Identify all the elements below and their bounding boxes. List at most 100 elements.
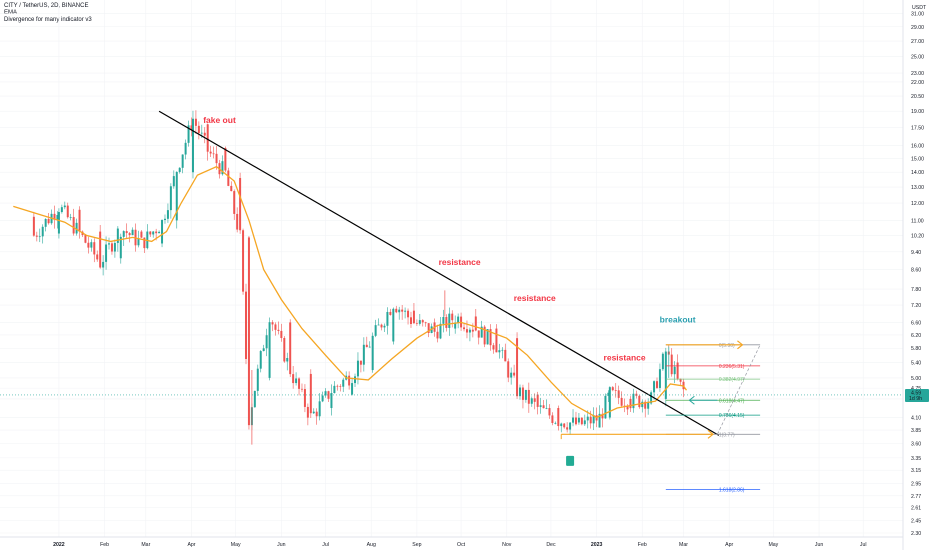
time-tick-label: Sep: [412, 542, 421, 548]
candle-body: [84, 234, 87, 243]
fib-retracement[interactable]: 0(5.90) 0.236(5.31) 0.382(4.97) 0.618(4.47)…: [665, 343, 761, 494]
price-tick-label: 13.00: [911, 185, 924, 191]
candles: [32, 110, 685, 445]
candle-body: [333, 385, 336, 394]
price-tick-label: 17.50: [911, 126, 924, 132]
candle-body: [401, 309, 404, 312]
time-tick-label: Mar: [679, 542, 688, 548]
candle-body: [203, 132, 206, 136]
price-tick-label: 7.20: [911, 303, 921, 309]
candle-body: [336, 385, 339, 387]
price-tick-label: 2.45: [911, 518, 921, 524]
candle-body: [380, 324, 383, 328]
candle-body: [574, 417, 577, 425]
candle-body: [63, 205, 66, 208]
candle-body: [155, 231, 158, 234]
ema-indicator-label[interactable]: EMA: [4, 10, 18, 16]
time-tick-label: Apr: [725, 542, 733, 548]
annotations: fake out resistance resistance resistance br…: [203, 115, 696, 363]
time-tick-label: Apr: [187, 542, 195, 548]
candle-body: [245, 291, 248, 359]
candle-body: [277, 329, 280, 331]
upper-target-arrow-head: [737, 340, 744, 350]
price-tick-label: 27.00: [911, 39, 924, 45]
price-tick-label: 22.00: [911, 80, 924, 86]
time-tick-label: Oct: [457, 542, 466, 548]
candle-body: [451, 313, 454, 321]
candle-body: [501, 349, 504, 351]
candle-body: [149, 231, 152, 235]
price-tick-label: 6.60: [911, 320, 921, 326]
candle-body: [471, 329, 474, 332]
price-tick-label: 12.00: [911, 201, 924, 207]
candle-body: [510, 372, 513, 378]
candle-body: [566, 427, 569, 430]
candle-body: [577, 417, 580, 423]
candle-body: [650, 392, 653, 404]
candle-body: [362, 344, 365, 365]
candle-body: [572, 417, 575, 423]
trendline-group: [158, 110, 720, 436]
candle-body: [427, 323, 430, 333]
last-price-badge: [905, 388, 929, 402]
time-tick-label: Jun: [277, 542, 285, 548]
candle-body: [533, 398, 536, 402]
candle-body: [233, 191, 236, 214]
candle-body: [436, 331, 439, 339]
candle-body: [445, 316, 448, 328]
candle-body: [315, 411, 318, 417]
chart-annotation: resistance: [514, 293, 556, 303]
candle-body: [670, 354, 673, 375]
candle-body: [339, 386, 342, 387]
candle-body: [359, 360, 362, 365]
candle-body: [661, 353, 664, 370]
chart-annotation: resistance: [439, 257, 481, 267]
candle-body: [392, 308, 395, 342]
candle-body: [404, 310, 407, 312]
time-tick-label: Jun: [815, 542, 823, 548]
price-tick-label: 2.77: [911, 494, 921, 500]
price-tick-label: 9.40: [911, 250, 921, 256]
candle-body: [386, 311, 389, 326]
candle-body: [116, 228, 119, 243]
price-tick-label: 6.20: [911, 333, 921, 339]
candle-body: [69, 217, 72, 218]
candle-body: [178, 167, 181, 172]
divergence-indicator-label[interactable]: Divergence for many indicator v3: [4, 17, 92, 23]
candle-body: [262, 348, 265, 352]
candle-body: [489, 329, 492, 346]
candle-body: [492, 345, 495, 350]
candle-body: [175, 171, 178, 221]
time-axis[interactable]: 2022 Feb Mar Apr May Jun Jul Aug Sep Oct Nov Dec 202…: [0, 536, 903, 548]
candle-body: [224, 148, 227, 171]
price-tick-label: 5.40: [911, 361, 921, 367]
candle-body: [268, 322, 271, 378]
candle-body: [128, 233, 131, 236]
candle-body: [200, 132, 203, 134]
candle-body: [306, 406, 309, 418]
candle-body: [354, 376, 357, 384]
price-tick-label: 3.35: [911, 456, 921, 462]
symbol-title[interactable]: CITY / TetherUS, 2D, BINANCE: [4, 3, 89, 9]
candle-body: [569, 422, 572, 430]
candle-body: [102, 261, 105, 268]
candle-body: [620, 397, 623, 406]
candle-body: [647, 401, 650, 409]
candle-body: [253, 390, 256, 408]
descending-trendline: [158, 110, 720, 436]
candle-body: [551, 415, 554, 423]
candle-body: [119, 236, 122, 259]
candle-body: [617, 390, 620, 398]
fib-level-label: 0(5.90): [719, 343, 735, 349]
price-tick-label: 31.00: [911, 11, 924, 17]
grid: [0, 0, 903, 537]
candle-body: [389, 311, 392, 315]
chart-annotation: fake out: [203, 115, 236, 125]
candle-body: [105, 244, 108, 262]
time-tick-label: Nov: [502, 542, 512, 548]
candle-body: [653, 381, 656, 393]
candle-body: [259, 351, 262, 369]
candle-body: [47, 218, 50, 224]
